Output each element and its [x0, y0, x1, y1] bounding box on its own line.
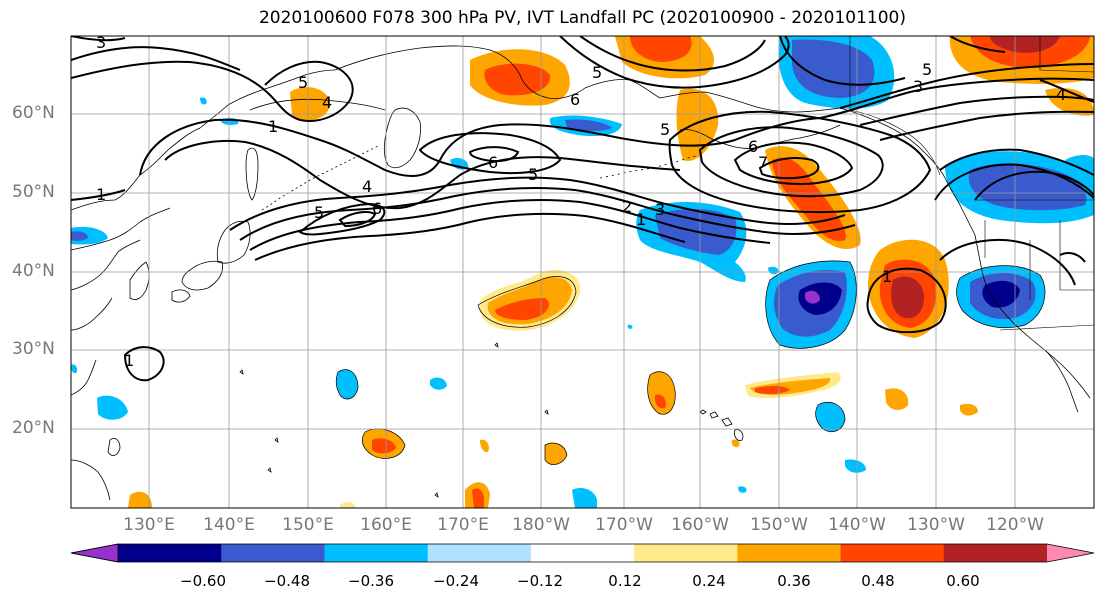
colorbar-tick: −0.24	[433, 572, 479, 590]
contour-label: 2	[622, 197, 632, 216]
contour-label: 4	[322, 93, 332, 112]
colorbar-tick: 0.36	[777, 572, 811, 590]
lon-label: 130°W	[907, 515, 965, 535]
contour-label: 6	[372, 199, 382, 218]
contour-label: 1	[636, 210, 646, 229]
colorbar-tick: 0.60	[946, 572, 980, 590]
lat-label: 50°N	[12, 182, 55, 202]
contour-label: 4	[362, 177, 372, 196]
map-title: 2020100600 F078 300 hPa PV, IVT Landfall…	[258, 8, 906, 28]
contour-label: 6	[488, 153, 498, 172]
map-frame	[70, 35, 1095, 509]
colorbar-tick: −0.36	[348, 572, 394, 590]
colorbar-cell	[118, 544, 222, 562]
lat-label: 60°N	[12, 103, 55, 123]
contour-label: 5	[298, 73, 308, 92]
map-panel: 3 5 4 1 5 6 6 5 1 4 5 6 5 2 3 1 6 7 3 5 …	[70, 33, 1095, 509]
lat-label: 40°N	[12, 261, 55, 281]
lon-label: 120°W	[986, 515, 1044, 535]
colorbar-tick: −0.12	[517, 572, 563, 590]
contour-label: 5	[592, 63, 602, 82]
contour-labels: 3 5 4 1 5 6 6 5 1 4 5 6 5 2 3 1 6 7 3 5 …	[96, 33, 1066, 370]
colorbar-cell	[324, 544, 429, 562]
colorbar-extend-high	[1047, 544, 1094, 562]
lon-label: 160°W	[671, 515, 729, 535]
lat-label: 30°N	[12, 339, 55, 359]
colorbar-tick: −0.48	[264, 572, 310, 590]
coastlines	[71, 45, 1091, 501]
contour-label: 5	[314, 203, 324, 222]
country-borders	[849, 36, 1094, 331]
contour-label: 1	[268, 117, 278, 136]
contour-label: 1	[124, 351, 134, 370]
pv-contours	[71, 36, 1094, 382]
contour-label: 5	[660, 120, 670, 139]
lon-label: 150°E	[282, 515, 334, 535]
lon-label: 180°W	[512, 515, 570, 535]
colorbar-cell	[530, 544, 635, 562]
contour-label: 1	[882, 267, 892, 286]
contour-label: 5	[528, 165, 538, 184]
lat-label: 20°N	[12, 418, 55, 438]
colorbar-tick: −0.60	[180, 572, 226, 590]
contour-label: 6	[748, 137, 758, 156]
lon-label: 170°E	[437, 515, 489, 535]
colorbar	[70, 543, 1095, 563]
contour-label: 7	[758, 153, 768, 172]
colorbar-tick: 0.12	[608, 572, 642, 590]
lon-label: 150°W	[750, 515, 808, 535]
lon-label: 160°E	[360, 515, 412, 535]
colorbar-cell	[427, 544, 532, 562]
colorbar-frame-left	[70, 543, 119, 563]
colorbar-extend-low	[71, 544, 118, 562]
colorbar-tick: 0.24	[692, 572, 726, 590]
contour-label: 3	[96, 33, 106, 52]
colorbar-tick: 0.48	[861, 572, 895, 590]
contour-label: 5	[922, 60, 932, 79]
colorbar-cell	[737, 544, 842, 562]
colorbar-cell	[634, 544, 738, 562]
contour-label: 6	[570, 90, 580, 109]
contour-label: 3	[655, 200, 665, 219]
shading-outlines	[335, 260, 1046, 465]
lon-label: 170°W	[595, 515, 653, 535]
contour-label: 4	[1056, 85, 1066, 104]
colorbar-cell	[840, 544, 945, 562]
lon-label: 130°E	[123, 515, 175, 535]
lon-label: 140°W	[828, 515, 886, 535]
contour-label: 1	[96, 185, 106, 204]
lon-label: 140°E	[203, 515, 255, 535]
colorbar-cell	[221, 544, 325, 562]
colorbar-cell	[943, 544, 1048, 562]
contour-label: 3	[913, 77, 923, 96]
